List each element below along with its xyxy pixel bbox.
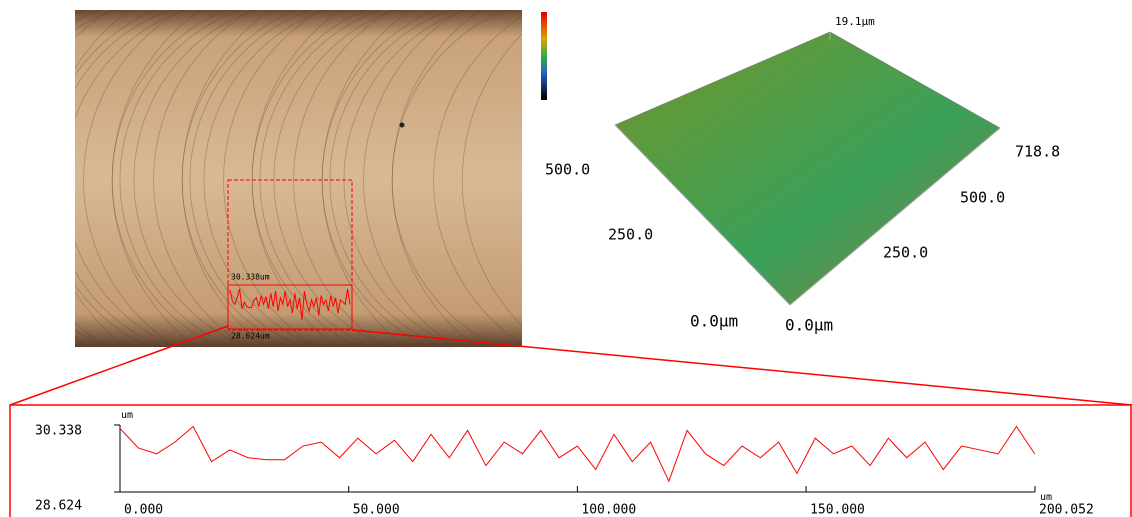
texture-arc — [119, 10, 243, 347]
thumb-top-label: 30.338um — [231, 273, 270, 282]
texture-arc — [203, 10, 327, 347]
surface — [614, 31, 1001, 306]
x-tick-label: 0.000 — [124, 503, 163, 517]
zoom-line — [351, 329, 1132, 406]
x-label: 718.8 — [1015, 143, 1060, 161]
texture-arc — [461, 33, 522, 327]
x-tick-label: 150.000 — [810, 503, 865, 517]
colorbar — [541, 12, 547, 100]
texture-arc — [75, 10, 132, 347]
axis — [789, 127, 1001, 306]
surface-plot: 19.1μm 718.8 500.0 250.0 0.0μm 0.0μm 250… — [545, 15, 1060, 335]
x-tick-label: 100.000 — [581, 503, 636, 517]
selection-box — [227, 179, 353, 331]
texture-arc — [391, 10, 507, 347]
texture-arc — [83, 10, 183, 347]
texture-arc — [111, 10, 202, 347]
texture-arc — [391, 10, 482, 347]
texture-arc — [321, 10, 412, 347]
x-tick-label: 50.000 — [353, 503, 400, 517]
profile-thumb-box — [227, 284, 353, 330]
x-label: 0.0μm — [785, 316, 833, 335]
texture-arc — [189, 10, 313, 347]
texture-arc — [321, 10, 437, 347]
zoom-line — [9, 325, 229, 406]
texture-arc — [75, 10, 173, 347]
y-label: 500.0 — [545, 161, 590, 179]
profile-thumb-line — [229, 288, 351, 320]
x-unit: um — [1040, 492, 1052, 503]
texture-arc — [181, 10, 272, 347]
texture-arc — [75, 10, 157, 347]
texture-arc — [75, 10, 113, 347]
y-tick-label: 30.338 — [35, 424, 82, 439]
texture-arc — [0, 0, 76, 360]
micrograph-image — [75, 10, 522, 347]
texture-arc — [223, 10, 323, 347]
texture-arc — [0, 0, 62, 360]
texture-spot — [399, 122, 405, 128]
texture-arc — [75, 10, 187, 347]
texture-arc — [363, 10, 463, 347]
thumb-bottom-label: 28.624um — [231, 332, 270, 341]
x-label: 250.0 — [883, 244, 928, 262]
texture-arc — [133, 10, 257, 347]
texture-arc — [111, 10, 227, 347]
texture-arc — [433, 15, 522, 345]
profile-line — [119, 425, 1036, 483]
texture-arc — [153, 10, 253, 347]
y-unit: um — [121, 410, 133, 421]
x-tick-label: 200.052 — [1039, 503, 1094, 517]
texture-arc — [0, 0, 34, 360]
texture-arc — [0, 0, 48, 360]
texture-arc — [0, 0, 20, 360]
x-label: 500.0 — [960, 189, 1005, 207]
y-label: 250.0 — [608, 226, 653, 244]
texture-arc — [75, 10, 117, 347]
z-label: 19.1μm — [835, 15, 875, 28]
y-label: 0.0μm — [690, 312, 738, 331]
texture-arc — [75, 10, 103, 347]
texture-arc — [273, 10, 397, 347]
micrograph — [0, 0, 522, 360]
axis — [614, 124, 791, 306]
y-tick-label: 28.624 — [35, 499, 82, 514]
zoom-box — [9, 404, 1132, 517]
texture-arc — [293, 10, 393, 347]
